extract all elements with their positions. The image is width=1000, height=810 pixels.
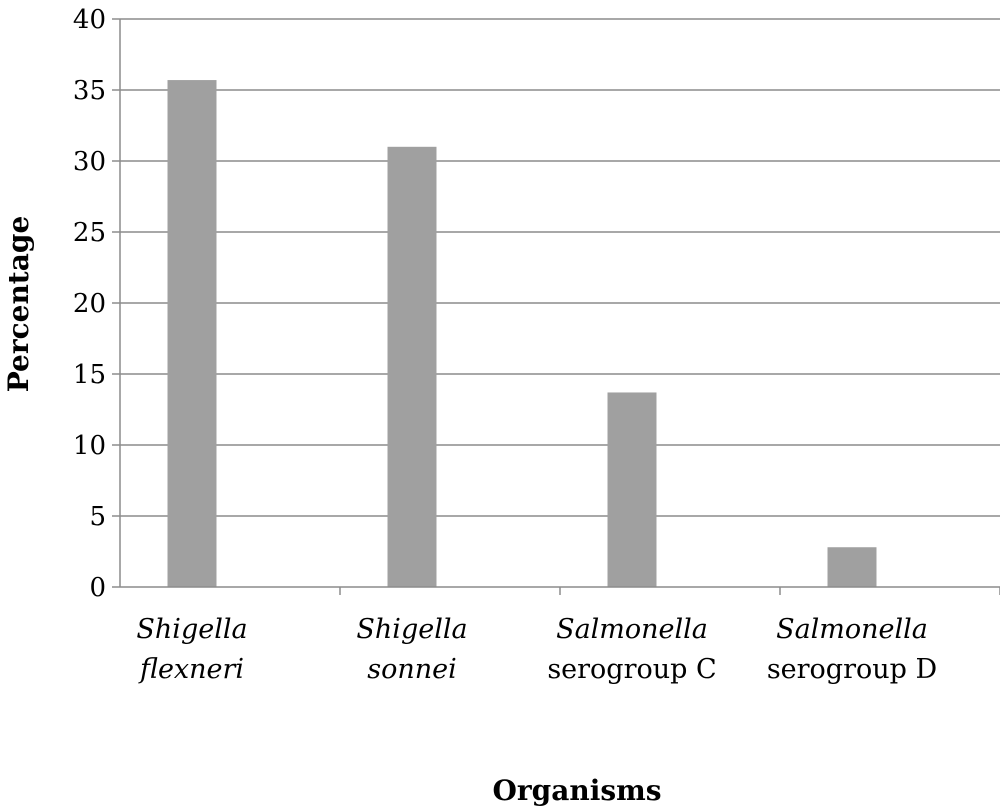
- x-category-label-line: Salmonella: [776, 614, 928, 645]
- y-tick-label: 40: [73, 5, 106, 35]
- bars: [167, 80, 877, 588]
- y-tick-labels: 0 5 10 15 20 25 30 35 40: [73, 5, 106, 603]
- x-category-label: Salmonella serogroup C: [547, 614, 716, 685]
- x-category-label-line: Shigella: [356, 614, 467, 645]
- bar-0: [167, 80, 217, 587]
- x-category-label-line: Salmonella: [556, 614, 708, 645]
- x-category-label-line: flexneri: [138, 654, 244, 685]
- axes: [112, 18, 1000, 595]
- y-tick-label: 0: [89, 573, 106, 603]
- y-tick-label: 5: [89, 502, 106, 532]
- y-axis-title: Percentage: [2, 216, 35, 393]
- x-category-label-line: serogroup C: [547, 654, 716, 685]
- gridlines: [120, 18, 1000, 517]
- y-tick-label: 25: [73, 218, 106, 248]
- y-tick-label: 30: [73, 147, 106, 177]
- bar-1: [387, 146, 437, 588]
- y-tick-label: 20: [73, 289, 106, 319]
- x-category-label-line: serogroup D: [767, 654, 937, 685]
- x-category-label: Salmonella serogroup D: [767, 614, 937, 685]
- x-category-label-line: sonnei: [367, 654, 457, 685]
- x-category-label-line: Shigella: [136, 614, 247, 645]
- x-axis-title: Organisms: [492, 774, 661, 807]
- bar-3: [827, 547, 877, 587]
- y-tick-label: 15: [73, 360, 106, 390]
- x-category-label: Shigella flexneri: [136, 614, 247, 685]
- y-tick-label: 35: [73, 76, 106, 106]
- y-tick-label: 10: [73, 431, 106, 461]
- x-category-labels: Shigella flexneri Shigella sonnei Salmonella…: [136, 614, 937, 685]
- x-category-label: Shigella sonnei: [356, 614, 467, 685]
- bar-2: [607, 392, 657, 587]
